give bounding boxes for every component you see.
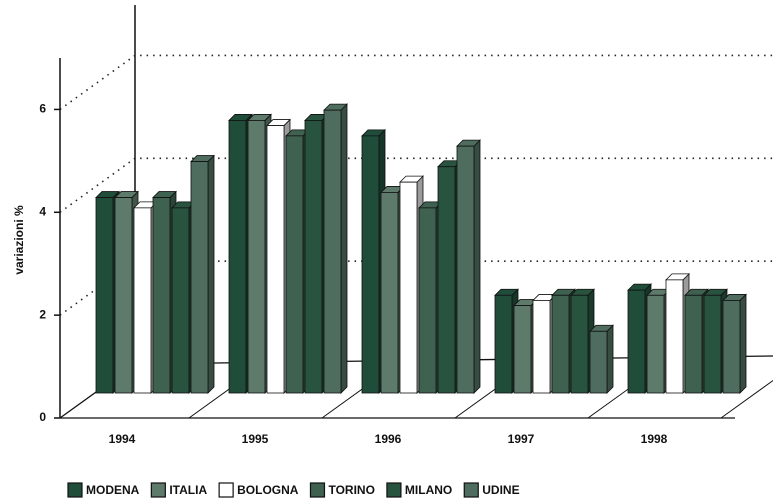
legend-label: MILANO [405,483,452,497]
bar [722,300,741,394]
bar [266,125,285,394]
legend-label: ITALIA [169,483,207,497]
bar [228,120,247,394]
y-tick-label: 0 [39,410,46,424]
legend-swatch [386,482,402,498]
bar-side [473,139,481,394]
y-tick-label: 4 [39,204,46,218]
legend-swatch [309,482,326,498]
legend-label: BOLOGNA [237,483,299,497]
bar [703,294,722,394]
bar-side [207,154,215,394]
x-tick-label: 1995 [242,432,269,446]
legend-label: MODENA [86,483,140,497]
bar [665,279,684,394]
bar [532,300,551,394]
y-tick-label: 6 [39,102,46,116]
bar [133,207,152,394]
legend-swatch [218,482,234,498]
bar [171,207,190,394]
grid-line [59,157,773,213]
group-divider [720,379,773,419]
bar [494,294,513,394]
bar [114,197,133,394]
bar-side [340,103,348,394]
bar [361,135,380,394]
bar [247,120,266,394]
legend-label: TORINO [328,483,374,497]
x-tick-label: 1997 [508,432,535,446]
bar [646,294,665,394]
grid-line [59,54,773,111]
bar [570,294,589,394]
bar [399,181,418,394]
y-axis-label: variazioni % [12,205,26,275]
bar [304,120,323,394]
bar [152,197,171,394]
bar-side [606,324,614,394]
bar [589,330,608,394]
x-tick-label: 1998 [641,432,668,446]
bar [627,289,646,394]
bar [456,145,475,394]
legend-label: UDINE [482,483,519,497]
bar [551,294,570,394]
x-tick-label: 1994 [109,432,136,446]
bar [285,135,304,394]
legend-swatch [67,482,83,498]
bar [513,305,532,394]
x-tick-label: 1996 [375,432,402,446]
legend-swatch [463,482,479,498]
bar [95,197,114,394]
legend-swatch [150,482,166,498]
bar [190,161,209,394]
bar [323,109,342,394]
bar [437,166,456,394]
bar [380,192,399,394]
bar [684,294,703,394]
bar [418,207,437,394]
y-tick-label: 2 [39,307,46,321]
bar-side [739,293,747,394]
